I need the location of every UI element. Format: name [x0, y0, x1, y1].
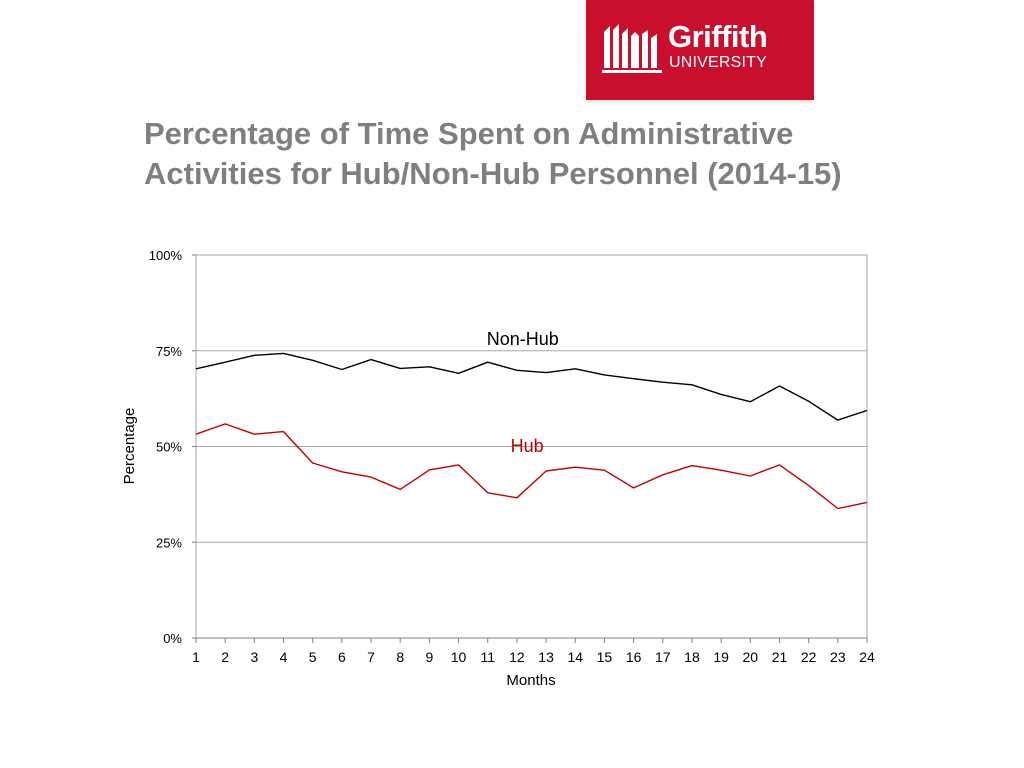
- logo-subtitle: UNIVERSITY: [669, 54, 768, 71]
- x-tick-label: 10: [451, 649, 467, 665]
- y-tick-label: 75%: [156, 344, 182, 359]
- x-tick-label: 2: [221, 649, 229, 665]
- x-tick-label: 4: [280, 649, 288, 665]
- x-tick-label: 20: [743, 649, 759, 665]
- y-axis-title: Percentage: [121, 408, 138, 485]
- slide-title: Percentage of Time Spent on Administrati…: [144, 116, 842, 191]
- x-tick-labels: 1 2 3 4 5 6 7 8 9 10 11 12 13 14 15 16 17 18 19 20 21 22 23 24: [192, 649, 875, 665]
- x-tick-label: 15: [597, 649, 613, 665]
- x-tick-label: 24: [859, 649, 875, 665]
- y-tick-label: 50%: [156, 440, 182, 455]
- x-tick-label: 14: [567, 649, 583, 665]
- y-tick-label: 100%: [149, 248, 183, 263]
- x-tick-label: 13: [538, 649, 554, 665]
- series-line-hub: [195, 423, 868, 510]
- x-tick-label: 23: [830, 649, 846, 665]
- y-tick-label: 0%: [163, 631, 182, 646]
- series-label: Hub: [511, 436, 544, 456]
- x-tick-label: 3: [250, 649, 258, 665]
- x-tick-label: 11: [480, 649, 495, 665]
- x-tick-label: 12: [509, 649, 525, 665]
- x-tick-label: 19: [713, 649, 729, 665]
- logo-name: Griffith: [668, 19, 768, 54]
- logo-mark-icon: [602, 24, 662, 73]
- x-tick-label: 1: [192, 649, 200, 665]
- gridlines: [196, 254, 867, 543]
- x-tick-label: 5: [309, 649, 317, 665]
- series-line-non-hub: [195, 352, 868, 421]
- x-tick-label: 16: [626, 649, 642, 665]
- series-lines: [195, 352, 868, 510]
- university-logo: Griffith UNIVERSITY: [586, 0, 814, 100]
- axes: [192, 254, 868, 643]
- x-tick-label: 8: [396, 649, 404, 665]
- y-tick-label: 25%: [156, 535, 182, 550]
- x-tick-label: 9: [425, 649, 433, 665]
- x-tick-label: 17: [655, 649, 671, 665]
- series-label: Non-Hub: [487, 329, 559, 349]
- x-tick-label: 6: [338, 649, 346, 665]
- y-tick-labels: 0% 25% 50% 75% 100%: [149, 248, 183, 646]
- x-axis-title: Months: [506, 672, 555, 689]
- x-tick-label: 21: [772, 649, 788, 665]
- x-tick-label: 22: [801, 649, 817, 665]
- x-tick-label: 18: [684, 649, 700, 665]
- x-tick-label: 7: [367, 649, 375, 665]
- series-annotations: Non-Hub Hub: [487, 329, 559, 456]
